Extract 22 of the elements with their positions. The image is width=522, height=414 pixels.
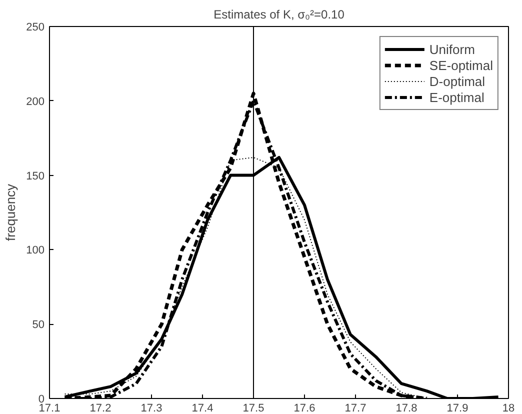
x-tick-label: 18: [502, 402, 515, 414]
legend-label: E-optimal: [429, 89, 484, 105]
y-tick-label: 0: [38, 394, 45, 406]
y-tick-label: 50: [32, 319, 45, 332]
x-tick-label: 17.9: [446, 402, 468, 414]
legend-label: Uniform: [429, 41, 475, 57]
chart-title: Estimates of K, σ₀²=0.10: [214, 8, 345, 22]
y-tick-label: 150: [26, 170, 45, 182]
x-tick-label: 17.1: [38, 402, 60, 414]
x-tick-label: 17.8: [396, 402, 418, 414]
y-tick-label: 250: [26, 22, 45, 34]
x-tick-label: 17.7: [344, 402, 366, 414]
x-tick-label: 17.6: [294, 402, 316, 414]
x-tick-label: 17.4: [192, 402, 214, 414]
y-tick-label: 100: [26, 244, 45, 257]
legend-label: D-optimal: [429, 73, 486, 89]
legend-label: SE-optimal: [429, 57, 493, 73]
y-tick-label: 200: [26, 96, 45, 108]
y-axis-title: frequency: [3, 183, 18, 242]
x-tick-label: 17.2: [90, 402, 112, 414]
x-tick-label: 17.5: [242, 402, 264, 414]
x-tick-label: 17.3: [140, 402, 162, 414]
